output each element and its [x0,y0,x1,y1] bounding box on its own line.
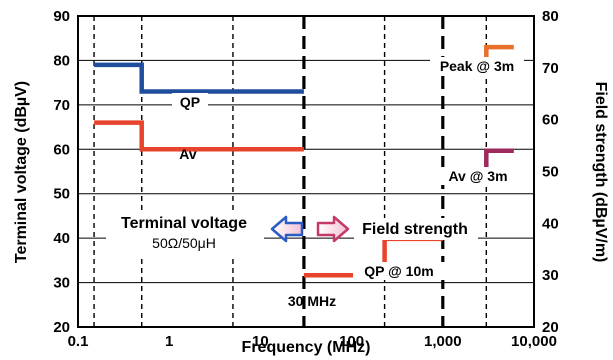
x-tick-0.1: 0.1 [68,333,89,350]
x-tick-1000: 1,000 [424,333,462,350]
arrow-left-icon [270,215,304,243]
left-y-tick-20: 20 [53,319,70,336]
qp10m-label-bg [353,262,445,280]
series-av [94,120,304,152]
av-label: Av [179,146,197,162]
left-y-tick-30: 30 [53,275,70,292]
plot-frame [77,15,535,328]
band-dividers [302,16,445,327]
left-y-tick-labels: 20 30 40 50 60 70 80 90 [53,8,70,336]
left-y-tick-60: 60 [53,141,70,158]
terminal-voltage-label-bg [106,212,264,256]
right-y-tick-50: 50 [542,164,559,181]
av3m-label: Av @ 3m [448,168,507,184]
qp10m-label: QP @ 10m [364,263,433,279]
left-y-tick-70: 70 [53,97,70,114]
av3m-label-bg [435,167,521,185]
x-tick-10: 10 [252,333,269,350]
x-axis-title: Frequency (MHz) [242,339,371,356]
arrow-right-icon [316,215,350,243]
series-qp [94,62,304,94]
left-y-tick-80: 80 [53,52,70,69]
field-strength-label: Field strength [362,221,468,238]
peak3m-label-bg [430,57,524,75]
right-y-tick-30: 30 [542,267,559,284]
peak3m-label: Peak @ 3m [440,58,514,74]
right-y-tick-60: 60 [542,112,559,129]
impedance-label: 50Ω/50μH [152,235,216,251]
x-tick-labels: 0.1 1 10 100 1,000 10,000 [68,333,557,350]
right-y-tick-20: 20 [542,319,559,336]
left-y-tick-40: 40 [53,230,70,247]
field-strength-label-bg [354,218,478,240]
mhz30-label: 30 MHz [288,293,336,309]
vertical-gridlines [93,16,488,327]
x-tick-100: 100 [339,333,364,350]
x-tick-1: 1 [165,333,173,350]
right-y-tick-labels: 20 30 40 50 60 70 80 [542,8,559,336]
left-y-tick-90: 90 [53,8,70,25]
right-y-tick-80: 80 [542,8,559,25]
terminal-voltage-label: Terminal voltage [121,215,247,232]
qp-label: QP [180,94,200,110]
left-y-axis-title: Terminal voltage (dBµV) [13,81,30,263]
x-tick-10000: 10,000 [511,333,557,350]
left-y-tick-50: 50 [53,186,70,203]
right-y-tick-40: 40 [542,215,559,232]
qp-label-bg [172,93,208,111]
right-y-tick-70: 70 [542,60,559,77]
right-y-axis-title: Field strength (dBµV/m) [592,82,609,263]
